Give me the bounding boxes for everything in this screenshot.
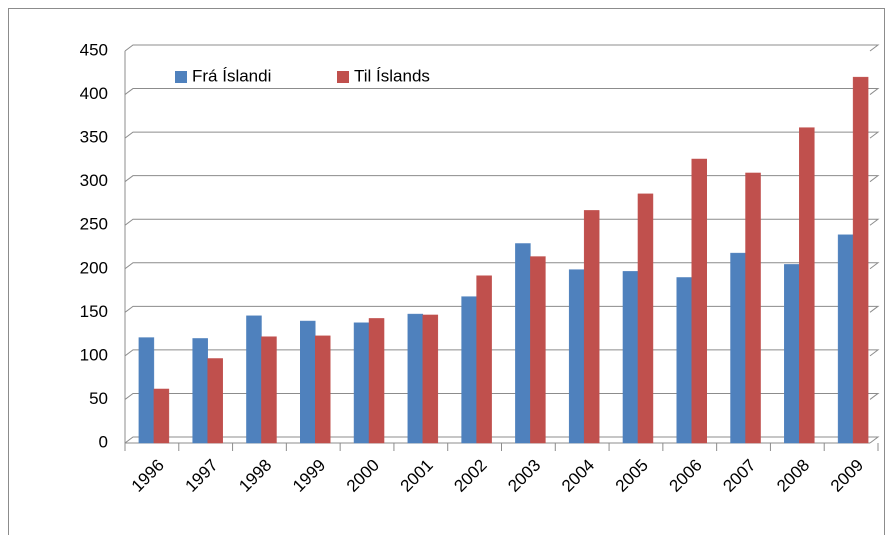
bar <box>622 271 639 444</box>
grid-line <box>124 88 880 95</box>
legend-label: Frá Íslandi <box>192 66 271 85</box>
grid-line <box>124 392 880 400</box>
bar <box>192 338 208 444</box>
y-tick-label: 300 <box>80 171 108 190</box>
x-tick-label: 2003 <box>504 456 544 496</box>
x-tick-label: 1997 <box>181 456 221 496</box>
y-tick-label: 0 <box>99 432 108 451</box>
x-tick-label: 2004 <box>558 456 598 496</box>
grid-line <box>124 436 880 444</box>
grid-line <box>124 44 880 52</box>
bar <box>407 313 424 444</box>
y-tick-label: 250 <box>80 215 108 234</box>
bar <box>568 269 585 444</box>
bar <box>300 320 316 444</box>
bar <box>676 277 692 444</box>
grid-line <box>124 262 880 270</box>
x-tick-label: 2006 <box>666 456 706 496</box>
bar <box>745 172 761 444</box>
y-tick-label: 150 <box>80 302 108 321</box>
bar <box>799 127 815 444</box>
x-tick-label: 2001 <box>397 456 437 496</box>
legend-swatch <box>175 71 187 83</box>
x-tick-label: 2007 <box>719 456 759 496</box>
bar <box>691 158 707 444</box>
y-tick-label: 350 <box>80 128 108 147</box>
y-tick-label: 100 <box>80 345 108 364</box>
chart-border <box>8 8 885 535</box>
x-tick-label: 1998 <box>235 456 275 496</box>
bar <box>730 252 746 444</box>
bar <box>637 193 654 444</box>
bar <box>153 388 170 444</box>
x-tick-label: 2002 <box>450 456 490 496</box>
bar <box>261 336 277 444</box>
x-tick-label: 1999 <box>289 456 329 496</box>
y-tick-label: 400 <box>80 84 108 103</box>
bar <box>784 264 800 444</box>
bar <box>476 275 492 444</box>
x-tick-label: 2000 <box>343 456 383 496</box>
bar <box>515 243 531 444</box>
bar <box>583 210 600 444</box>
bar <box>368 318 385 444</box>
legend-label: Til Íslands <box>354 66 430 85</box>
x-tick-label: 2009 <box>827 456 867 496</box>
grid-line <box>124 349 880 357</box>
bar <box>315 335 331 444</box>
grid-line <box>124 175 880 183</box>
bar <box>530 256 546 444</box>
bar <box>353 322 370 444</box>
y-tick-label: 200 <box>80 258 108 277</box>
bar <box>138 337 155 444</box>
x-tick-label: 1996 <box>128 456 168 496</box>
x-tick-label: 2005 <box>612 456 652 496</box>
x-tick-label: 2008 <box>773 456 813 496</box>
y-tick-label: 450 <box>80 40 108 59</box>
bar <box>852 76 869 444</box>
grid-line <box>124 131 880 139</box>
bar <box>422 314 439 444</box>
bar <box>207 358 223 444</box>
grid-line <box>124 218 880 226</box>
y-tick-label: 50 <box>89 389 108 408</box>
bar <box>461 296 477 444</box>
legend-swatch <box>337 71 349 83</box>
grid-line <box>124 305 880 313</box>
bar <box>246 315 262 444</box>
bar <box>837 234 854 444</box>
